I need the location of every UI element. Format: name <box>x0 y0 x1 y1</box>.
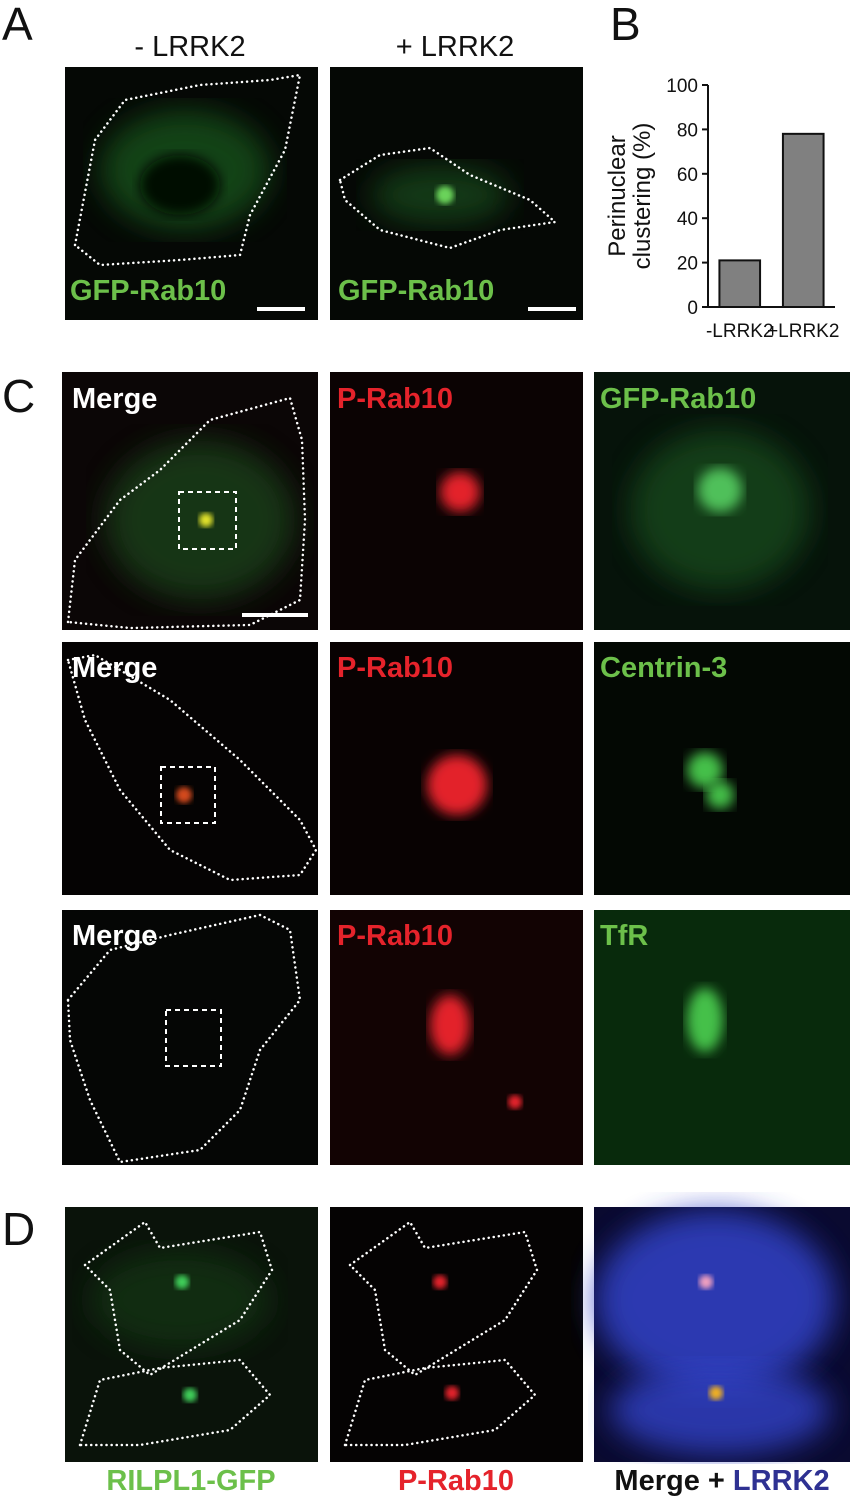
micrograph <box>62 372 850 630</box>
y-axis-label: clustering (%) <box>629 123 656 270</box>
image-label: RILPL1-GFP <box>106 1465 275 1497</box>
image-label: P-Rab10 <box>337 383 453 415</box>
y-tick-label: 80 <box>677 120 698 141</box>
image-label: Merge <box>72 383 157 415</box>
image-label: GFP-Rab10 <box>600 383 756 415</box>
bar <box>781 132 825 308</box>
image-label: GFP-Rab10 <box>338 275 494 307</box>
x-tick-label: +LRRK2 <box>767 321 839 342</box>
image-label: P-Rab10 <box>337 652 453 684</box>
image-label: P-Rab10 <box>337 920 453 952</box>
image-label: Merge <box>72 920 157 952</box>
y-axis-label: Perinuclear <box>604 135 631 256</box>
image-label: Centrin-3 <box>600 652 727 684</box>
micrograph <box>62 642 850 895</box>
panel-letter: C <box>2 370 35 422</box>
y-tick-label: 0 <box>687 298 698 319</box>
image-label: Merge <box>72 652 157 684</box>
y-tick-label: 20 <box>677 254 698 275</box>
panel-letter: D <box>2 1203 35 1255</box>
image-label: TfR <box>600 920 648 952</box>
y-tick-label: 100 <box>666 76 698 97</box>
micrograph <box>330 67 583 320</box>
micrograph <box>65 1207 850 1462</box>
column-title: - LRRK2 <box>134 31 245 63</box>
micrograph <box>65 67 318 320</box>
lrrk2-label: LRRK2 <box>733 1465 830 1497</box>
merge-label: Merge + <box>614 1465 724 1497</box>
y-tick-label: 40 <box>677 209 698 230</box>
image-label: GFP-Rab10 <box>70 275 226 307</box>
column-title: + LRRK2 <box>396 31 514 63</box>
y-tick-label: 60 <box>677 165 698 186</box>
x-tick-label: -LRRK2 <box>706 321 774 342</box>
image-label: P-Rab10 <box>398 1465 514 1497</box>
bar <box>718 259 762 309</box>
panel-letter: B <box>610 0 641 50</box>
panel-letter: A <box>2 0 33 50</box>
micrograph <box>62 910 850 1165</box>
image-label: Merge + LRRK2 <box>614 1465 829 1497</box>
